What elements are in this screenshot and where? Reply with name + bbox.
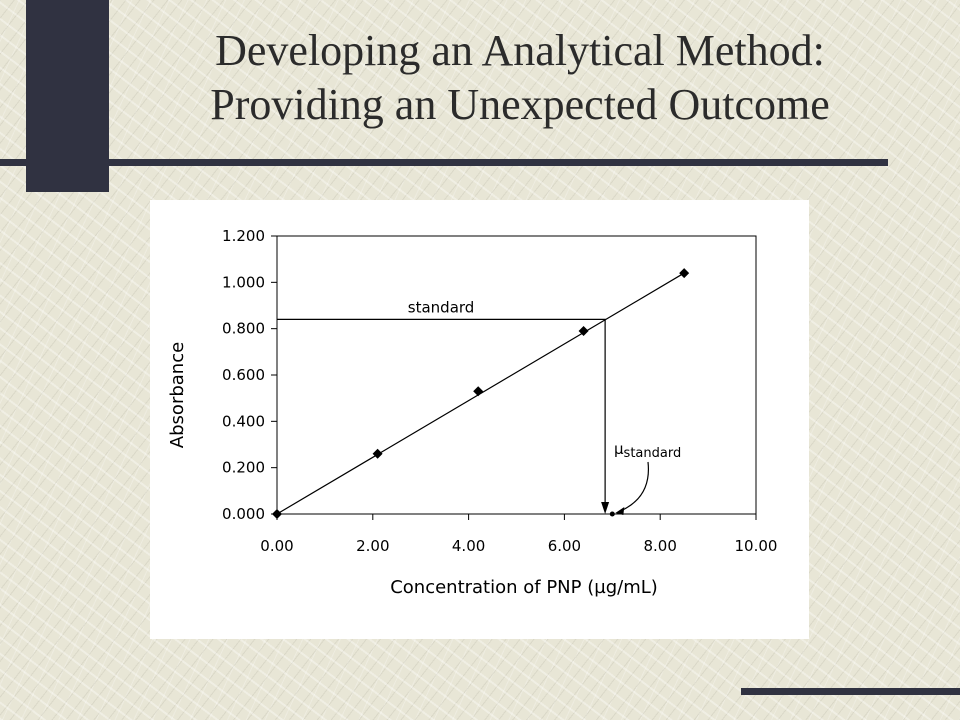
data-point bbox=[272, 509, 282, 519]
data-point bbox=[578, 325, 589, 336]
y-tick-label: 1.200 bbox=[222, 227, 265, 245]
mu-standard-arrowhead bbox=[615, 507, 625, 515]
data-point bbox=[679, 268, 690, 279]
data-point bbox=[473, 386, 484, 397]
y-tick-label: 1.000 bbox=[222, 273, 265, 291]
y-tick-label: 0.400 bbox=[222, 412, 265, 430]
x-tick-label: 8.00 bbox=[643, 537, 676, 555]
slide-title-line-1: Developing an Analytical Method: bbox=[215, 26, 825, 75]
standard-arrowhead bbox=[601, 502, 610, 514]
data-point bbox=[372, 448, 383, 459]
footer-rule bbox=[741, 688, 960, 695]
title-underline-rule bbox=[0, 159, 888, 166]
standard-label: standard bbox=[408, 298, 475, 316]
slide-title: Developing an Analytical Method: Providi… bbox=[120, 24, 920, 132]
x-tick-label: 6.00 bbox=[548, 537, 581, 555]
mu-standard-arrow bbox=[618, 461, 650, 513]
y-tick-label: 0.800 bbox=[222, 320, 265, 338]
calibration-chart-panel: Absorbance Concentration of PNP (µg/mL) … bbox=[150, 200, 809, 639]
calibration-chart: Absorbance Concentration of PNP (µg/mL) … bbox=[167, 227, 778, 598]
mu-standard-point bbox=[609, 511, 615, 517]
y-tick-label: 0.200 bbox=[222, 459, 265, 477]
slide-title-line-2: Providing an Unexpected Outcome bbox=[210, 80, 830, 129]
x-tick-label: 10.00 bbox=[735, 537, 778, 555]
y-axis-label: Absorbance bbox=[167, 342, 188, 448]
x-tick-label: 0.00 bbox=[260, 537, 293, 555]
standard-reading-line bbox=[277, 318, 606, 504]
y-tick-label: 0.000 bbox=[222, 505, 265, 523]
x-tick-label: 4.00 bbox=[452, 537, 485, 555]
x-axis-label: Concentration of PNP (µg/mL) bbox=[390, 577, 658, 598]
y-tick-label: 0.600 bbox=[222, 366, 265, 384]
x-tick-label: 2.00 bbox=[356, 537, 389, 555]
mu-standard-label: µstandard bbox=[614, 440, 681, 461]
